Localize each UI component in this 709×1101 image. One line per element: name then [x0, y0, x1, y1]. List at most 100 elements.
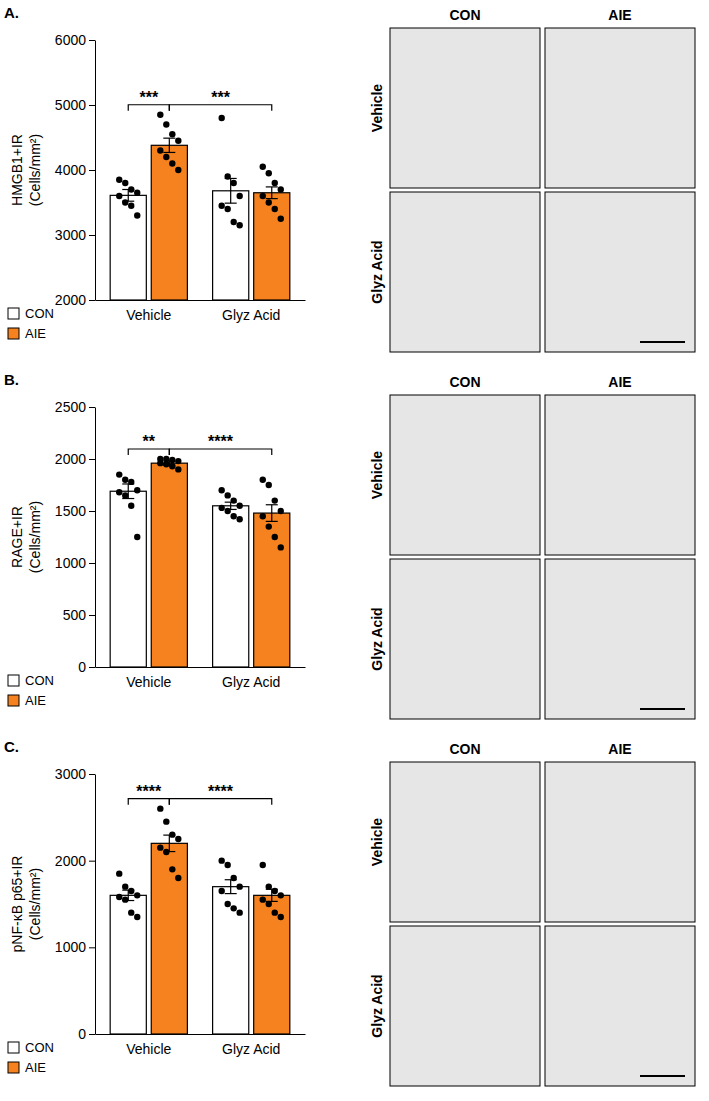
y-tick-mark	[89, 511, 95, 512]
y-axis-line	[95, 41, 96, 301]
bar	[213, 191, 249, 300]
point	[116, 177, 122, 183]
y-tick-label: 5000	[55, 97, 86, 113]
point	[224, 508, 230, 514]
point	[260, 193, 266, 199]
point	[122, 180, 128, 186]
point	[157, 805, 163, 811]
y-tick: 2500	[55, 399, 95, 415]
image-column-label: AIE	[608, 374, 631, 390]
significance-label: ****	[208, 433, 234, 450]
panel: B.05001000150020002500VehicleGlyz AcidRA…	[4, 371, 695, 719]
y-axis-line	[95, 775, 96, 1035]
point	[175, 138, 181, 144]
y-axis-title: (Cells/mm²)	[27, 134, 43, 206]
error-line	[230, 502, 231, 509]
y-tick-label: 2500	[55, 399, 86, 415]
point	[230, 513, 236, 519]
y-tick-label: 4000	[55, 162, 86, 178]
point	[224, 173, 230, 179]
y-tick-label: 3000	[55, 766, 86, 782]
point	[266, 170, 272, 176]
micrograph	[545, 926, 695, 1086]
legend-label: CON	[25, 673, 54, 688]
point	[218, 203, 224, 209]
micrograph	[390, 395, 540, 555]
bar	[254, 193, 290, 300]
error-bar	[225, 178, 237, 203]
image-column-label: CON	[449, 741, 480, 757]
point	[278, 914, 284, 920]
y-tick-label: 6000	[55, 32, 86, 48]
point	[278, 216, 284, 222]
y-tick-mark	[89, 615, 95, 616]
x-axis-line	[96, 667, 306, 668]
point	[128, 186, 134, 192]
x-tick: Glyz Acid	[222, 1034, 280, 1057]
error-cap	[266, 198, 278, 199]
y-tick-mark	[89, 235, 95, 236]
y-tick-mark	[89, 105, 95, 106]
point	[272, 497, 278, 503]
error-cap	[266, 504, 278, 505]
y-tick-label: 0	[78, 1026, 86, 1042]
legend-swatch	[8, 675, 19, 686]
point	[266, 901, 272, 907]
point	[169, 463, 175, 469]
point	[272, 888, 278, 894]
y-tick-mark	[89, 861, 95, 862]
point	[116, 193, 122, 199]
y-tick-label: 1000	[55, 939, 86, 955]
y-tick-mark	[89, 300, 95, 301]
point	[278, 892, 284, 898]
micrograph	[390, 559, 540, 719]
point	[169, 831, 175, 837]
bar	[254, 513, 290, 667]
point	[134, 914, 140, 920]
point	[128, 909, 134, 915]
point	[122, 199, 128, 205]
x-tick-label: Glyz Acid	[222, 1041, 280, 1057]
point	[116, 489, 122, 495]
point	[260, 164, 266, 170]
error-line	[230, 880, 231, 894]
error-bar	[163, 138, 175, 152]
bar	[254, 895, 290, 1034]
y-axis-title: RAGE+IR	[9, 506, 25, 568]
y-tick-mark	[89, 774, 95, 775]
point	[230, 875, 236, 881]
image-row-label: Glyz Acid	[369, 974, 385, 1037]
error-cap	[266, 186, 278, 187]
point	[230, 180, 236, 186]
point	[272, 909, 278, 915]
point	[230, 219, 236, 225]
error-bar	[225, 880, 237, 894]
point	[169, 457, 175, 463]
y-tick: 1500	[55, 503, 95, 519]
point	[236, 193, 242, 199]
y-tick-mark	[89, 1034, 95, 1035]
panel-letter: B.	[4, 371, 19, 388]
point	[230, 497, 236, 503]
y-axis: 20003000400050006000	[55, 32, 96, 308]
y-tick: 2000	[55, 292, 95, 308]
y-tick-label: 1500	[55, 503, 86, 519]
point	[175, 875, 181, 881]
y-axis-title: (Cells/mm²)	[27, 501, 43, 573]
point	[224, 901, 230, 907]
x-tick: Glyz Acid	[222, 667, 280, 690]
point	[116, 870, 122, 876]
significance-label: ***	[211, 89, 230, 106]
point	[175, 458, 181, 464]
scale-bar	[640, 1075, 685, 1077]
marks	[110, 805, 290, 1034]
legend-label: AIE	[25, 693, 46, 708]
error-line	[169, 138, 170, 152]
micrograph	[390, 192, 540, 352]
point	[236, 516, 242, 522]
y-axis: 0100020003000	[55, 766, 96, 1042]
point	[163, 849, 169, 855]
point	[224, 862, 230, 868]
image-row-label: Glyz Acid	[369, 607, 385, 670]
point	[134, 534, 140, 540]
